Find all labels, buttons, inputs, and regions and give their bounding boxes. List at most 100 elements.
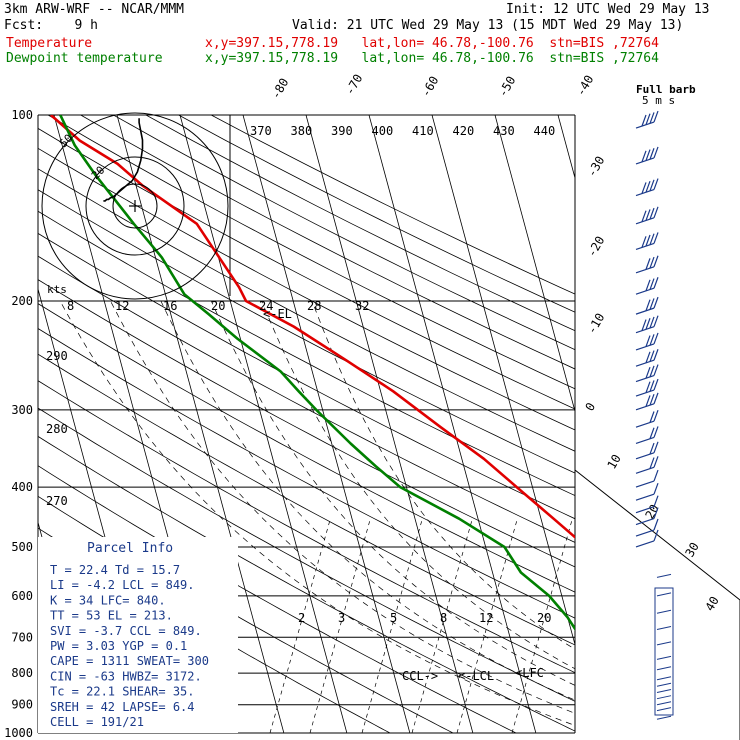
wind-barb bbox=[635, 409, 659, 428]
wind-barb-staff bbox=[635, 403, 655, 411]
parcel-info-row: Tc = 22.1 SHEAR= 35. bbox=[50, 685, 195, 699]
parcel-info-row: K = 34 LFC= 840. bbox=[50, 593, 166, 607]
wind-barb bbox=[635, 178, 659, 197]
theta-left-label: 280 bbox=[46, 422, 68, 436]
isotherm-label: 0 bbox=[582, 400, 598, 413]
speed-label: 12 bbox=[115, 299, 129, 313]
ccl-annotation: CCL-> bbox=[402, 669, 438, 683]
theta-label: 390 bbox=[331, 124, 353, 138]
barb-legend-units: 5 m s bbox=[642, 94, 675, 107]
wind-barb-flag bbox=[649, 427, 655, 439]
isotherm-line bbox=[684, 115, 740, 740]
dry-adiabat-line bbox=[38, 127, 575, 410]
wind-barb-staff bbox=[635, 389, 655, 397]
wind-barb-flag bbox=[649, 350, 655, 362]
isotherm-line bbox=[305, 115, 474, 733]
parcel-info-row: CIN = -63 HWBZ= 3172. bbox=[50, 669, 202, 683]
wind-barb-flag bbox=[653, 495, 659, 507]
hodograph-ring bbox=[85, 156, 185, 256]
wind-barb bbox=[635, 426, 659, 445]
mixing-ratio-line bbox=[411, 519, 473, 733]
low-wind-barb bbox=[656, 715, 672, 720]
wind-barb-staff bbox=[635, 121, 655, 129]
low-wind-barb-staff bbox=[656, 609, 672, 614]
parcel-info-title: Parcel Info bbox=[87, 541, 173, 556]
wind-barb-flag bbox=[641, 150, 647, 163]
speed-label: 28 bbox=[307, 299, 321, 313]
wind-barb-flag bbox=[649, 233, 655, 245]
wind-barb-flag bbox=[645, 366, 651, 379]
isotherm-label: -50 bbox=[495, 74, 518, 100]
wind-barb bbox=[635, 255, 659, 274]
wind-barb-flag bbox=[653, 441, 659, 453]
barb-legend-title: Full barb bbox=[636, 83, 696, 96]
wind-barb-staff bbox=[635, 307, 655, 315]
wind-barb-flag bbox=[645, 351, 651, 364]
dry-adiabat-line bbox=[38, 328, 575, 619]
dry-adiabat-line bbox=[38, 210, 575, 497]
theta-label: 420 bbox=[453, 124, 475, 138]
low-wind-barb bbox=[656, 689, 672, 694]
wind-barb-flag bbox=[641, 210, 647, 222]
speed-label: 32 bbox=[355, 299, 369, 313]
lfc-annotation: <LFC bbox=[515, 666, 544, 680]
wind-barb-staff bbox=[635, 217, 655, 225]
low-wind-barb bbox=[656, 701, 672, 706]
low-wind-barb-staff bbox=[656, 715, 672, 720]
wind-barb-flag bbox=[653, 332, 659, 345]
wind-barb-flag bbox=[649, 457, 655, 469]
parcel-info-row: CELL = 191/21 bbox=[50, 715, 144, 729]
isotherm-label: -20 bbox=[584, 234, 607, 260]
wind-barb-flag bbox=[645, 149, 651, 161]
moist-adiabat-line bbox=[210, 300, 575, 686]
wind-barb-staff bbox=[635, 359, 655, 367]
wind-barb-staff bbox=[635, 452, 655, 460]
isotherm-label: 30 bbox=[682, 540, 701, 560]
isotherm-label: -80 bbox=[268, 76, 291, 102]
wind-barb-flag bbox=[645, 209, 651, 221]
isotherm-line bbox=[494, 115, 575, 413]
parcel-info-row: SREH = 42 LAPSE= 6.4 bbox=[50, 700, 195, 714]
pressure-label: 300 bbox=[11, 403, 33, 417]
isotherm-label: -70 bbox=[342, 72, 365, 98]
wind-barb bbox=[635, 495, 659, 514]
wind-barb bbox=[635, 518, 659, 537]
theta-label: 400 bbox=[372, 124, 394, 138]
wind-barb-flag bbox=[645, 318, 651, 330]
mixing-ratio-line bbox=[309, 519, 371, 733]
wind-barb-flag bbox=[641, 319, 647, 331]
mixing-ratio-label: 20 bbox=[537, 611, 551, 625]
wind-barb-staff bbox=[635, 493, 655, 501]
wind-barb-flag bbox=[649, 334, 655, 346]
low-wind-barb-staff bbox=[656, 701, 672, 706]
low-wind-barb-staff bbox=[656, 682, 672, 687]
wind-barb-flag bbox=[649, 380, 655, 392]
wind-barb-flag bbox=[653, 315, 659, 327]
dry-adiabat-line bbox=[38, 380, 575, 674]
mixing-ratio-line bbox=[511, 519, 573, 733]
moist-adiabat-line bbox=[261, 300, 575, 670]
wind-barb-flag bbox=[653, 518, 659, 531]
wind-barb-flag bbox=[645, 335, 651, 347]
wind-barb-flag bbox=[653, 146, 659, 159]
low-wind-barb-staff bbox=[656, 655, 672, 660]
hodograph-units: kts bbox=[47, 283, 67, 296]
pressure-label: 900 bbox=[11, 698, 33, 712]
wind-barb-staff bbox=[635, 375, 655, 383]
wind-barb-staff bbox=[635, 326, 655, 334]
hodograph-ring-label: 20 bbox=[89, 164, 108, 183]
low-wind-barb bbox=[656, 676, 672, 681]
wind-barb-staff bbox=[635, 420, 655, 428]
wind-barb-flag bbox=[649, 278, 655, 290]
wind-barb bbox=[635, 315, 659, 334]
wind-barb-flag bbox=[649, 256, 655, 269]
pressure-label: 500 bbox=[11, 540, 33, 554]
hodograph-ring bbox=[41, 112, 229, 300]
theta-label: 370 bbox=[250, 124, 272, 138]
theta-label: 380 bbox=[291, 124, 313, 138]
isotherm-label: 40 bbox=[702, 594, 721, 614]
wind-barb-flag bbox=[645, 395, 651, 407]
isotherm-label: -30 bbox=[584, 154, 607, 180]
dry-adiabat-line bbox=[38, 147, 575, 431]
wind-barb-staff bbox=[635, 157, 655, 165]
